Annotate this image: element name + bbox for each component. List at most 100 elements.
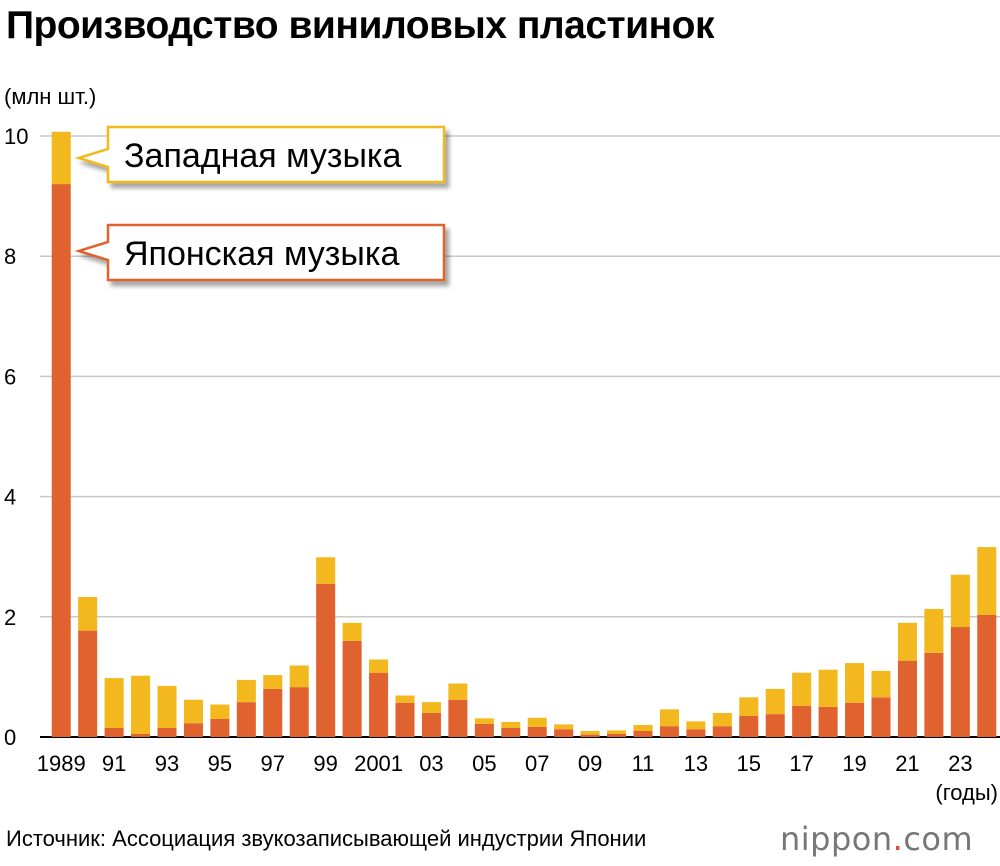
bar-western-music xyxy=(474,718,494,724)
x-tick-label: 2001 xyxy=(354,751,403,776)
bar-western-music xyxy=(633,724,653,731)
bar-japanese-music xyxy=(104,727,124,737)
bar-western-music xyxy=(157,685,177,728)
bar-japanese-music xyxy=(977,614,997,737)
bar-western-music xyxy=(897,622,917,661)
bar-western-music xyxy=(580,730,600,735)
legend-label: Западная музыка xyxy=(124,137,402,175)
bar-western-music xyxy=(659,709,679,727)
x-tick-label: 1989 xyxy=(37,751,86,776)
bar-japanese-music xyxy=(395,702,415,737)
bar-japanese-music xyxy=(236,702,256,737)
x-tick-label: 15 xyxy=(737,751,761,776)
bar-western-music xyxy=(554,724,574,730)
bar-japanese-music xyxy=(210,718,230,737)
bar-western-music xyxy=(104,678,124,728)
bar-japanese-music xyxy=(474,723,494,737)
bar-western-music xyxy=(871,670,891,698)
legend-callout-box xyxy=(74,223,446,282)
bar-japanese-music xyxy=(369,672,389,737)
bar-western-music xyxy=(686,721,706,730)
source-note: Источник: Ассоциация звукозаписывающей и… xyxy=(6,826,647,851)
x-tick-label: 91 xyxy=(102,751,126,776)
bar-japanese-music xyxy=(263,688,283,737)
bar-western-music xyxy=(236,679,256,703)
bar-japanese-music xyxy=(316,583,336,737)
bar-western-music xyxy=(78,596,98,631)
x-tick-label: 11 xyxy=(632,751,655,776)
x-tick-label: 95 xyxy=(208,751,232,776)
bar-western-music xyxy=(395,695,415,703)
bar-japanese-music xyxy=(448,699,468,737)
x-tick-label: 99 xyxy=(313,751,337,776)
bar-western-music xyxy=(950,574,970,628)
x-tick-label: 93 xyxy=(155,751,179,776)
bar-japanese-music xyxy=(183,723,203,737)
logo-tail: com xyxy=(903,820,974,858)
bar-japanese-music xyxy=(818,706,838,737)
legend-japanese-music: Японская музыка xyxy=(74,223,446,282)
bar-japanese-music xyxy=(342,640,362,737)
bar-japanese-music xyxy=(554,729,574,737)
legend-western-music: Западная музыка xyxy=(74,125,446,184)
bar-japanese-music xyxy=(659,726,679,737)
bar-western-music xyxy=(131,675,151,734)
bar-japanese-music xyxy=(78,630,98,737)
y-tick-label: 0 xyxy=(4,725,16,750)
bar-japanese-music xyxy=(712,726,732,737)
bar-western-music xyxy=(924,608,944,653)
bar-japanese-music xyxy=(950,627,970,737)
y-tick-label: 2 xyxy=(4,605,16,630)
y-tick-label: 4 xyxy=(4,485,16,510)
bar-western-music xyxy=(607,730,627,734)
y-axis-unit: (млн шт.) xyxy=(4,84,96,109)
bar-western-music xyxy=(448,683,468,700)
nippon-logo: nippon.com xyxy=(780,820,973,858)
logo-main: nippon xyxy=(780,820,893,858)
bar-western-music xyxy=(792,672,812,706)
bar-japanese-music xyxy=(580,734,600,737)
bar-japanese-music xyxy=(845,702,865,737)
bar-western-music xyxy=(210,704,230,719)
bar-japanese-music xyxy=(157,727,177,737)
bar-western-music xyxy=(51,131,71,185)
x-tick-label: 17 xyxy=(789,751,813,776)
bar-japanese-music xyxy=(739,715,759,737)
x-tick-label: 97 xyxy=(261,751,285,776)
x-tick-label: 09 xyxy=(578,751,602,776)
bar-western-music xyxy=(263,675,283,689)
bar-western-music xyxy=(712,712,732,727)
bar-western-music xyxy=(342,622,362,641)
bar-western-music xyxy=(977,547,997,615)
logo-dot: . xyxy=(892,820,904,858)
bar-western-music xyxy=(421,702,441,713)
bar-japanese-music xyxy=(765,714,785,737)
bar-japanese-music xyxy=(633,730,653,737)
bar-western-music xyxy=(845,663,865,703)
x-tick-label: 23 xyxy=(948,751,972,776)
bar-western-music xyxy=(527,717,547,727)
legend-callout-box xyxy=(74,125,446,184)
bar-western-music xyxy=(501,721,521,728)
x-tick-label: 03 xyxy=(419,751,443,776)
x-tick-label: 21 xyxy=(895,751,919,776)
x-tick-label: 13 xyxy=(684,751,708,776)
bar-western-music xyxy=(289,665,309,688)
legend-label: Японская музыка xyxy=(124,235,399,273)
bar-japanese-music xyxy=(607,733,627,737)
y-tick-label: 6 xyxy=(4,364,16,389)
x-axis-unit: (годы) xyxy=(935,780,998,805)
bar-japanese-music xyxy=(289,687,309,737)
bar-japanese-music xyxy=(924,652,944,737)
bar-japanese-music xyxy=(131,733,151,737)
bar-japanese-music xyxy=(527,726,547,737)
y-tick-label: 10 xyxy=(4,124,28,149)
bar-japanese-music xyxy=(897,660,917,737)
bar-japanese-music xyxy=(686,729,706,737)
bar-western-music xyxy=(765,688,785,715)
bar-western-music xyxy=(316,557,336,584)
bar-japanese-music xyxy=(792,705,812,737)
x-tick-label: 07 xyxy=(525,751,549,776)
x-tick-label: 19 xyxy=(842,751,866,776)
